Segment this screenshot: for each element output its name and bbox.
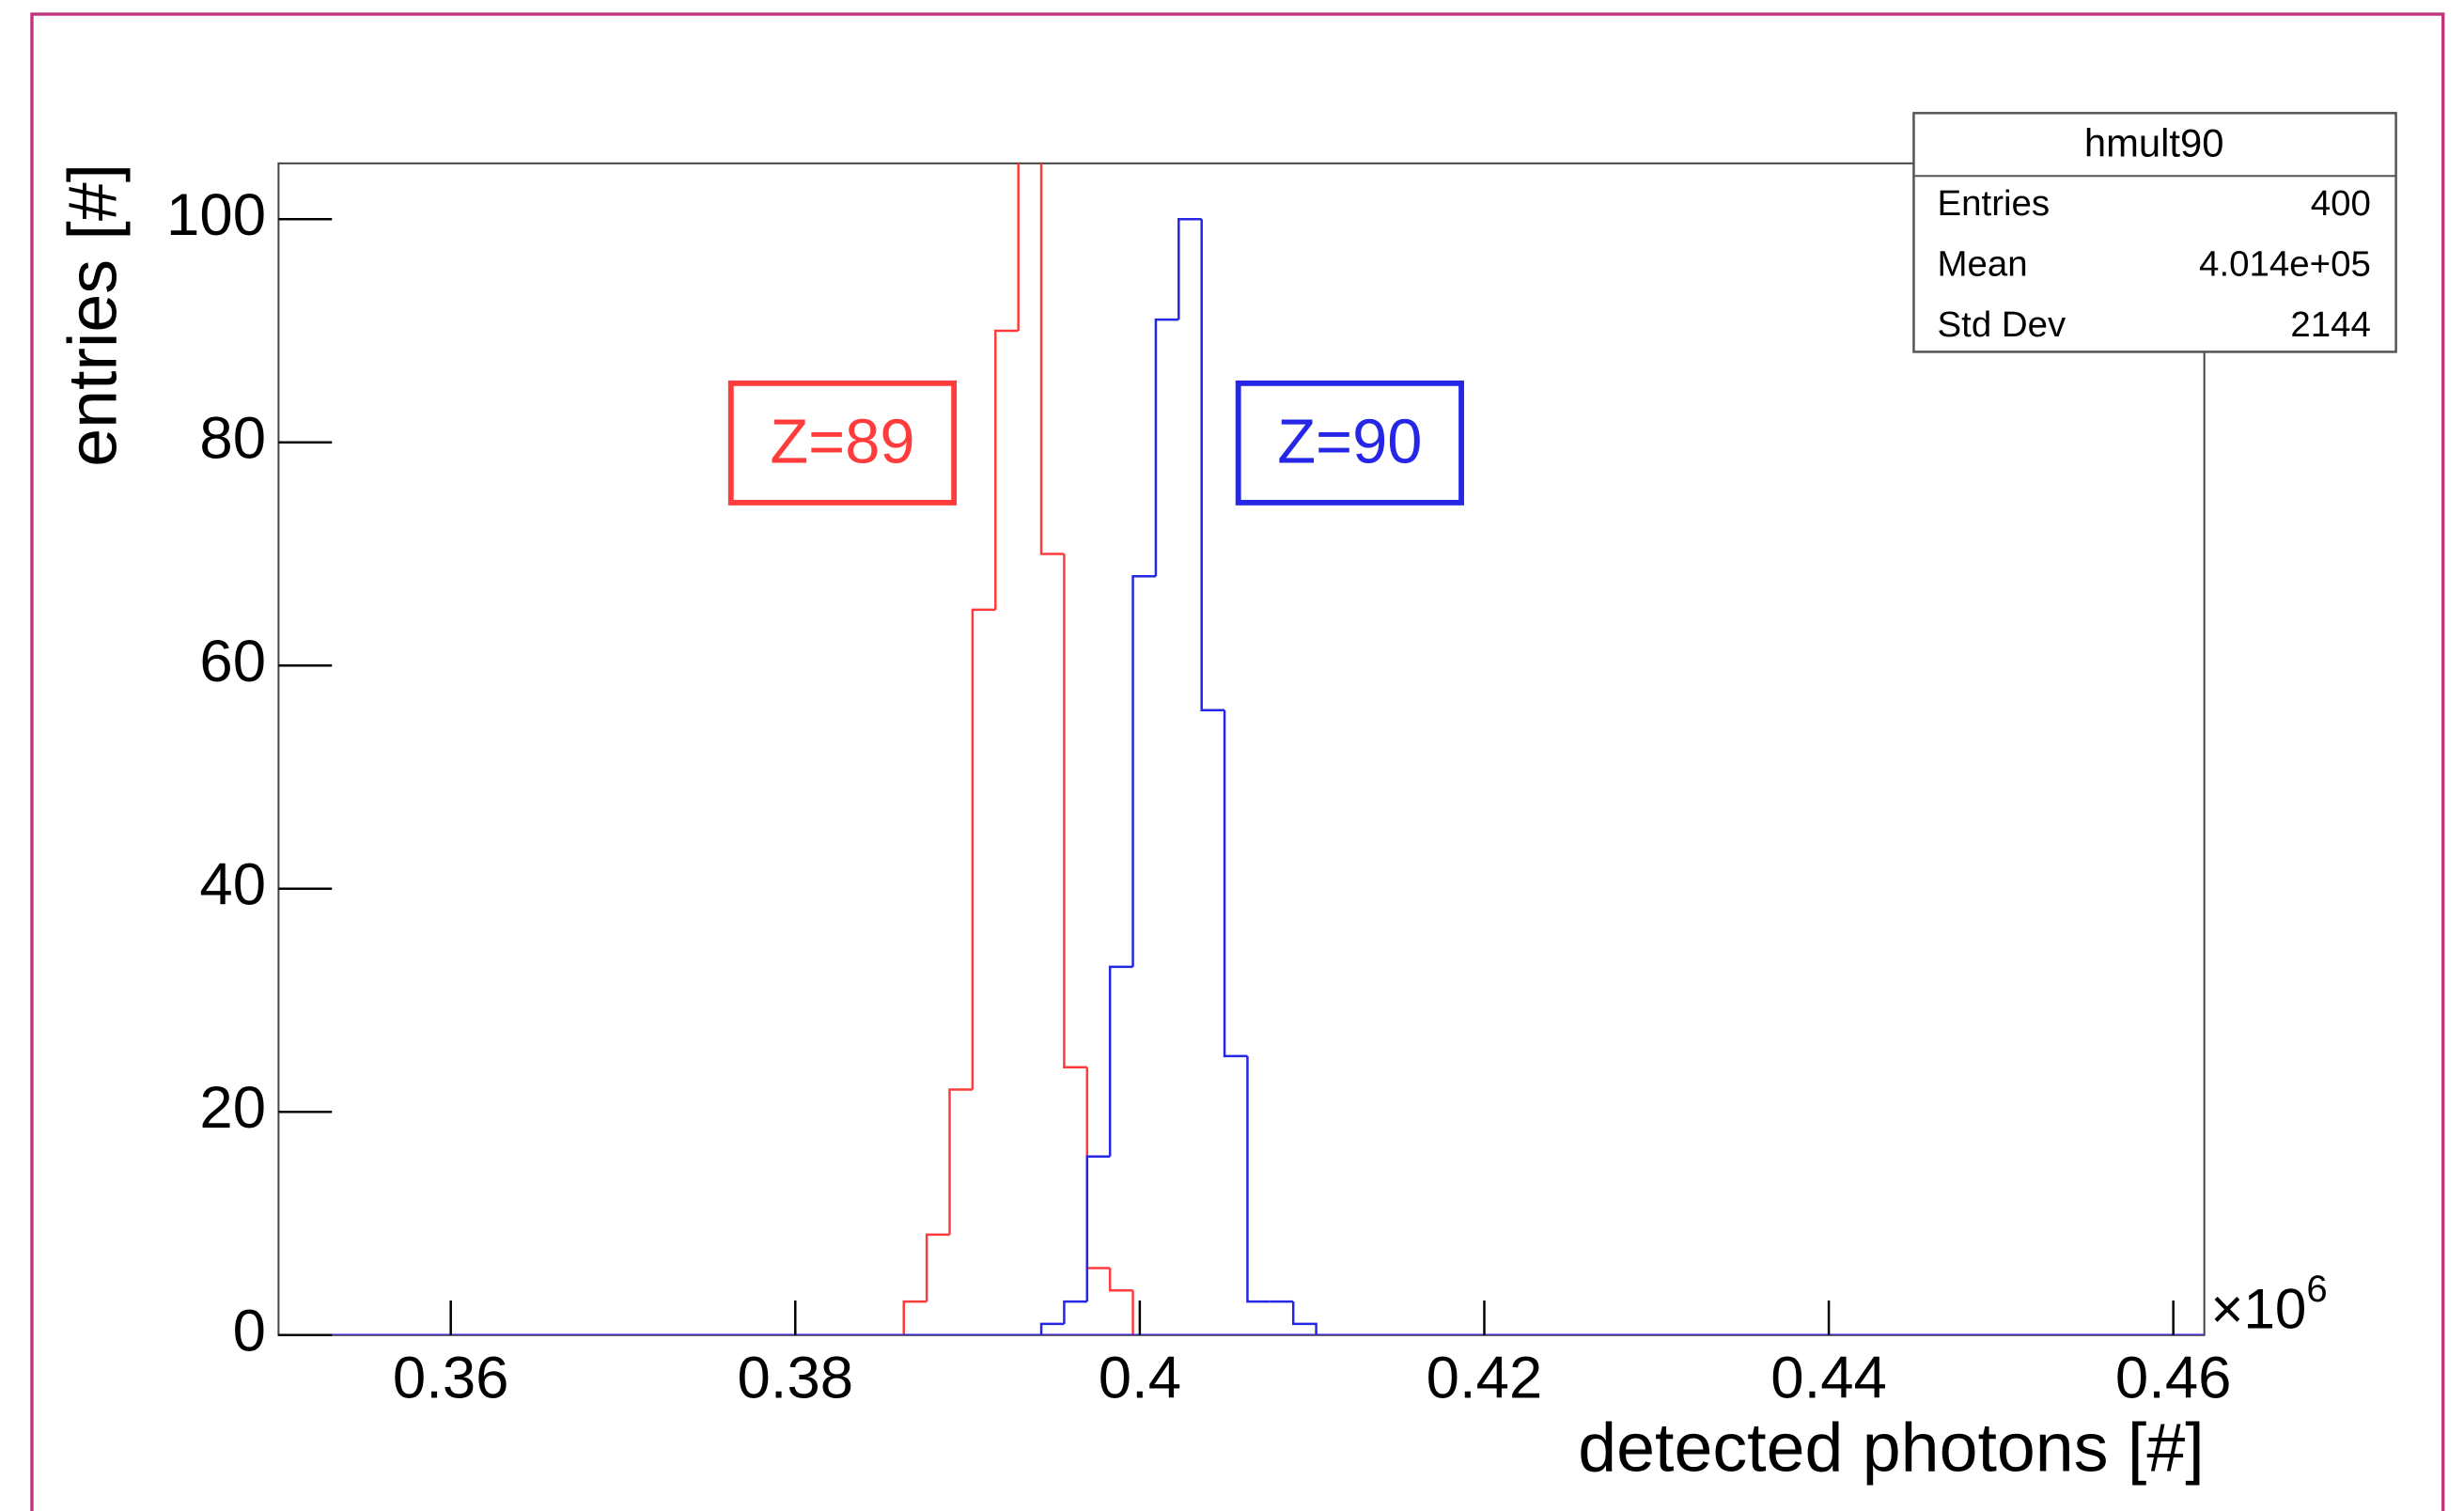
histogram-bin <box>994 329 1019 610</box>
histogram-bin <box>1063 553 1087 1069</box>
histograms <box>278 163 2205 1335</box>
stats-frame <box>1912 112 2397 353</box>
x-tick-label: 0.36 <box>393 1346 509 1411</box>
histogram-bin <box>1108 965 1133 1157</box>
histogram-bin <box>902 1300 928 1335</box>
series-label: Z=90 <box>1277 406 1422 476</box>
y-tick-label: 40 <box>199 852 266 918</box>
histogram-bin <box>1291 1301 1318 1335</box>
stats-label: Entries <box>1938 183 2051 224</box>
histogram-bin <box>1108 1268 1133 1292</box>
histogram-bin <box>1039 163 1065 555</box>
x-tick-label: 0.46 <box>2115 1346 2232 1411</box>
histogram-bin <box>1017 163 1020 331</box>
stats-value: 2144 <box>2290 304 2371 345</box>
y-tick-label: 80 <box>199 406 266 472</box>
y-tick-label: 20 <box>199 1075 266 1141</box>
histogram-bin <box>1154 318 1179 577</box>
y-tick-label: 100 <box>166 182 266 248</box>
series-label-box <box>1235 380 1464 506</box>
histogram-bin <box>1223 709 1248 1058</box>
stats-label: Mean <box>1938 243 2028 284</box>
stats-title: hmult90 <box>2084 120 2224 164</box>
x-tick-label: 0.42 <box>1427 1346 1543 1411</box>
x-multiplier-exponent: 6 <box>2306 1269 2327 1310</box>
x-multiplier: ×106 <box>2210 1269 2327 1341</box>
histogram-bin <box>1039 1322 1065 1335</box>
x-tick-label: 0.44 <box>1770 1346 1887 1411</box>
histogram-bin <box>971 608 996 1090</box>
histogram-bin <box>1063 1300 1087 1324</box>
histogram-bin <box>1131 1290 1156 1335</box>
histogram-bin <box>925 1233 950 1302</box>
stats-value: 4.014e+05 <box>2199 243 2371 284</box>
x-multiplier-base: ×10 <box>2210 1277 2306 1340</box>
histogram-bin <box>1177 217 1202 320</box>
stats-label: Std Dev <box>1938 304 2067 345</box>
stats-value: 400 <box>2311 183 2371 224</box>
series-label: Z=89 <box>770 406 914 476</box>
histogram-bin <box>1085 1155 1111 1302</box>
histogram-bin <box>948 1088 973 1235</box>
y-tick-label: 0 <box>233 1299 266 1364</box>
stats-box: hmult90 <box>1912 112 2397 353</box>
y-axis-label: entries [#] <box>54 164 132 467</box>
histogram-bin <box>1131 574 1156 967</box>
y-tick-label: 60 <box>199 629 266 694</box>
series-label-box <box>727 380 958 506</box>
x-tick-label: 0.4 <box>1099 1346 1181 1411</box>
histogram-bin <box>1246 1055 1271 1303</box>
x-tick-label: 0.38 <box>737 1346 853 1411</box>
histogram-bin <box>1200 219 1225 712</box>
x-axis-label: detected photons [#] <box>1578 1409 2204 1487</box>
